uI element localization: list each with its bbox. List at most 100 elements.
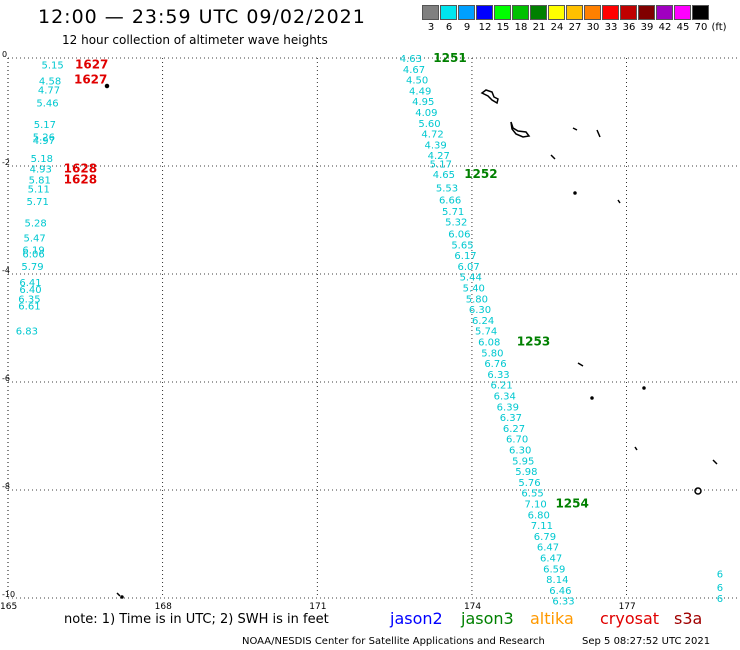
generated-timestamp: Sep 5 08:27:52 UTC 2021 <box>582 636 711 647</box>
pass-time-label: 1252 <box>464 167 497 181</box>
pass-time-label: 1254 <box>555 497 588 511</box>
islands <box>104 83 718 599</box>
wave-height-value: 5.47 <box>23 233 45 244</box>
legend-swatch <box>458 5 475 20</box>
wave-height-value: 4.39 <box>425 140 447 151</box>
legend-swatch <box>494 5 511 20</box>
wave-height-value: 6.34 <box>494 392 516 403</box>
wave-height-value: 6.08 <box>478 338 500 349</box>
wave-height-value: 5.98 <box>515 467 537 478</box>
lat-label: 0 <box>2 50 7 59</box>
legend-label: 33 <box>604 22 618 33</box>
pass-time-label: 1251 <box>433 51 466 65</box>
wave-height-value: 4.72 <box>421 130 443 141</box>
wave-height-value: 4.49 <box>409 86 431 97</box>
island-outline <box>116 127 718 597</box>
wave-height-value: 5.15 <box>42 60 64 71</box>
wave-height-value: 6.83 <box>16 327 38 338</box>
wave-height-value: 6.41 <box>19 278 41 289</box>
wave-height-value: 5.32 <box>445 218 467 229</box>
wave-height-value: 5.76 <box>518 478 540 489</box>
legend-label: 70 <box>694 22 708 33</box>
wave-height-value: 6.66 <box>439 195 461 206</box>
satellite-label: cryosat <box>600 609 660 628</box>
wave-height-value: 5.80 <box>481 348 503 359</box>
satellite-label: jason3 <box>461 609 514 628</box>
island-outline <box>694 487 702 495</box>
wave-height-value: 6.33 <box>552 597 574 608</box>
wave-height-value: 6 <box>717 594 723 605</box>
legend-swatch <box>620 5 637 20</box>
pass-time-label: 1627 <box>74 73 107 87</box>
wave-height-value: 6.46 <box>549 586 571 597</box>
legend-label: 24 <box>550 22 564 33</box>
map-grid: 0 -2 -4 -6 -8 -10 165 168 171 174 177 <box>0 50 740 612</box>
wave-height-value: 6.55 <box>521 489 543 500</box>
wave-height-value: 4.50 <box>406 76 428 87</box>
wave-height-value: 5.11 <box>28 185 50 196</box>
legend-swatch <box>602 5 619 20</box>
wave-height-value: 6.30 <box>509 446 531 457</box>
legend-swatch <box>422 5 439 20</box>
wave-height-value: 4.97 <box>33 136 55 147</box>
wave-height-value: 5.79 <box>21 262 43 273</box>
wave-height-value: 4.09 <box>415 108 437 119</box>
wave-height-value: 6.07 <box>458 262 480 273</box>
lat-label: -2 <box>2 158 10 167</box>
legend-label: 9 <box>463 22 471 33</box>
wave-height-value: 6.70 <box>506 435 528 446</box>
wave-height-value: 4.65 <box>433 170 455 181</box>
legend-label: 12 <box>478 22 492 33</box>
legend-swatch <box>584 5 601 20</box>
map-title: 12:00 — 23:59 UTC 09/02/2021 <box>38 6 366 28</box>
legend-label: 3 <box>427 22 435 33</box>
wave-height-value: 4.67 <box>403 65 425 76</box>
legend-swatch <box>440 5 457 20</box>
wave-height-value: 8.14 <box>546 575 568 586</box>
legend-label: 30 <box>586 22 600 33</box>
legend-label: 21 <box>532 22 546 33</box>
wave-height-value: 6.39 <box>497 402 519 413</box>
satellite-label: s3a <box>674 609 703 628</box>
legend-label: 18 <box>514 22 528 33</box>
legend-swatch <box>638 5 655 20</box>
wave-height-value: 5.17 <box>430 159 452 170</box>
credit-line: NOAA/NESDIS Center for Satellite Applica… <box>242 636 545 647</box>
legend-swatch <box>692 5 709 20</box>
legend-swatch <box>512 5 529 20</box>
wave-height-value: 7.11 <box>531 521 553 532</box>
wave-height-value: 5.53 <box>436 184 458 195</box>
wave-height-value: 6.76 <box>484 359 506 370</box>
wave-height-value: 6.06 <box>22 249 44 260</box>
wave-height-value: 5.26 <box>33 132 55 143</box>
legend-label: 36 <box>622 22 636 33</box>
footer-note: note: 1) Time is in UTC; 2) SWH is in fe… <box>64 612 329 627</box>
legend-swatch <box>530 5 547 20</box>
wave-height-value: 4.58 <box>39 77 61 88</box>
wave-height-value: 6.06 <box>448 230 470 241</box>
wave-height-value: 6.30 <box>469 305 491 316</box>
pass-time-label: 1628 <box>64 173 97 187</box>
wave-height-value: 6 <box>717 583 723 594</box>
wave-height-value: 6.47 <box>537 543 559 554</box>
track-labels: 5.154.584.775.465.175.264.975.184.935.81… <box>16 51 723 608</box>
legend-swatch <box>476 5 493 20</box>
wave-height-value: 5.60 <box>418 119 440 130</box>
legend-unit: (ft) <box>711 22 727 33</box>
wave-height-value: 5.65 <box>451 240 473 251</box>
legend-label: 39 <box>640 22 654 33</box>
wave-height-value: 5.71 <box>442 207 464 218</box>
wave-height-value: 6.24 <box>472 316 494 327</box>
wave-height-value: 6.59 <box>543 564 565 575</box>
wave-height-value: 4.77 <box>38 85 60 96</box>
wave-height-value: 4.27 <box>428 151 450 162</box>
legend-label: 15 <box>496 22 510 33</box>
lon-label: 168 <box>155 602 172 612</box>
legend-swatch <box>674 5 691 20</box>
lat-label: -6 <box>2 374 10 383</box>
wave-height-value: 6.37 <box>500 413 522 424</box>
pass-time-label: 1628 <box>64 162 97 176</box>
wave-height-value: 5.80 <box>466 294 488 305</box>
lon-label: 165 <box>0 602 17 612</box>
